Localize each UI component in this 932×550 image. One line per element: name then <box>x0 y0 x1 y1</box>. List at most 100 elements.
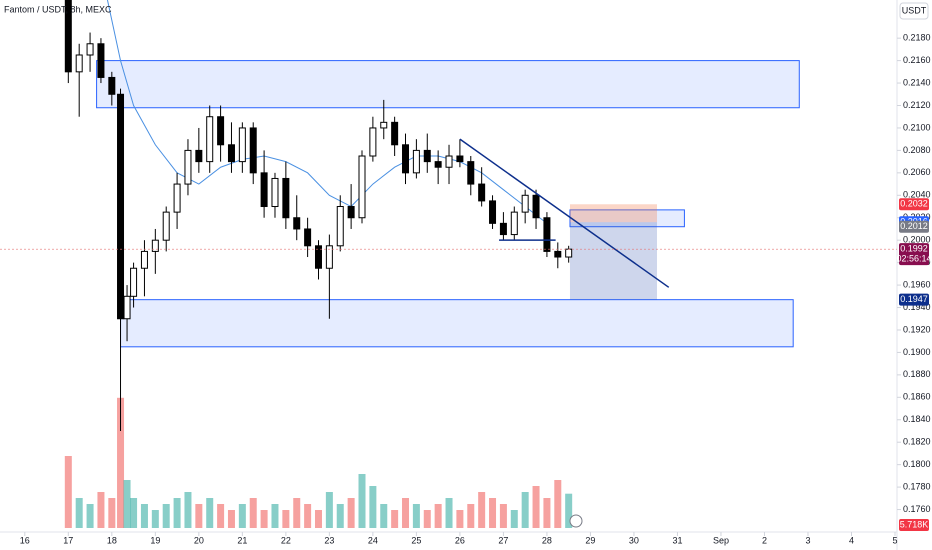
volume-bar <box>314 510 322 528</box>
candle-body <box>456 155 464 163</box>
trend-line <box>459 138 670 288</box>
x-tick-label: 18 <box>107 535 117 545</box>
volume-bar <box>304 504 312 528</box>
candle-body <box>423 149 431 163</box>
price-badge <box>899 198 929 211</box>
x-tick-label: 28 <box>542 535 552 545</box>
candle-body <box>249 127 257 174</box>
countdown: 02:56:14 <box>896 254 931 264</box>
volume-bar <box>347 498 355 528</box>
x-tick-label: 19 <box>150 535 160 545</box>
candle-body <box>369 127 377 157</box>
volume-bar <box>184 492 192 528</box>
price-badge-label: 0.2032 <box>900 199 928 209</box>
volume-bar <box>162 504 170 528</box>
candle-body <box>282 177 290 219</box>
zone <box>96 60 800 109</box>
x-tick-label: 29 <box>585 535 595 545</box>
candle-body <box>86 43 94 56</box>
x-tick-label: 30 <box>629 535 639 545</box>
volume-bar <box>489 498 497 528</box>
volume-bar <box>456 510 464 528</box>
volume-bar <box>227 510 235 528</box>
candle-body <box>162 211 170 241</box>
candle-body <box>184 149 192 185</box>
volume-bar <box>151 510 159 528</box>
alert-icon[interactable] <box>569 514 583 528</box>
y-tick-label: 0.1900 <box>903 347 931 357</box>
candle-body <box>554 250 562 258</box>
plot-area <box>0 0 897 528</box>
candle-body <box>97 43 105 78</box>
candle-body <box>380 121 388 129</box>
y-tick-label: 0.2140 <box>903 77 931 87</box>
candle-body <box>238 127 246 163</box>
candle-body <box>467 161 475 185</box>
y-tick-label: 0.1960 <box>903 279 931 289</box>
volume-bar <box>130 498 138 528</box>
volume-bar <box>173 498 181 528</box>
volume-bar <box>532 486 540 528</box>
volume-bar <box>543 498 551 528</box>
volume-bar <box>195 504 203 528</box>
candle-body <box>336 206 344 247</box>
y-tick-label: 0.1780 <box>903 481 931 491</box>
y-tick-label: 0.2060 <box>903 167 931 177</box>
volume-bar <box>358 474 366 528</box>
volume-bar <box>402 498 410 528</box>
volume-bar <box>140 504 148 528</box>
volume-bar <box>565 493 573 528</box>
price-badge-label: 0.1992 <box>900 244 928 254</box>
volume-bar <box>75 498 83 528</box>
stop-zone <box>569 204 658 223</box>
price-badge-label: 0.2012 <box>900 221 928 231</box>
volume-bar <box>521 492 529 528</box>
y-tick-label: 0.1920 <box>903 324 931 334</box>
y-tick-label: 0.2040 <box>903 190 931 200</box>
volume-bar <box>380 504 388 528</box>
volume-bar <box>206 498 214 528</box>
y-tick-label: 0.1940 <box>903 302 931 312</box>
zone <box>120 299 794 348</box>
x-tick-label: 27 <box>498 535 508 545</box>
volume-bar <box>369 486 377 528</box>
target-zone <box>569 222 658 300</box>
volume-bar <box>238 504 246 528</box>
candle-body <box>445 155 453 168</box>
y-tick-label: 0.1800 <box>903 459 931 469</box>
x-tick-label: 2 <box>762 535 767 545</box>
volume-bar <box>108 498 116 528</box>
volume-bar <box>325 492 333 528</box>
candle-body <box>489 200 497 224</box>
y-tick-label: 0.1840 <box>903 414 931 424</box>
volume-bar <box>117 397 125 528</box>
candle-body <box>271 177 279 208</box>
candle-body <box>75 54 83 73</box>
currency-box[interactable] <box>899 2 929 20</box>
candle-body <box>227 144 235 163</box>
candle-body <box>412 149 420 174</box>
volume-bar <box>86 504 94 528</box>
x-tick-label: 5 <box>892 535 897 545</box>
volume-bar <box>510 510 518 528</box>
candle-body <box>260 172 268 208</box>
candle-body <box>510 211 518 236</box>
volume-bar <box>249 498 257 528</box>
candle-body <box>123 295 131 320</box>
volume-bar <box>282 510 290 528</box>
volume-bar <box>412 504 420 528</box>
x-tick-label: 4 <box>849 535 854 545</box>
price-badge <box>899 220 929 233</box>
x-tick-label: 3 <box>805 535 810 545</box>
candle-body <box>521 194 529 213</box>
x-tick-label: 17 <box>63 535 73 545</box>
x-tick-label: 20 <box>194 535 204 545</box>
x-tick-label: 24 <box>368 535 378 545</box>
zone <box>569 209 685 228</box>
candle-body <box>304 228 312 247</box>
volume-bar <box>554 480 562 528</box>
price-badge <box>899 243 929 266</box>
candle-body <box>434 161 442 168</box>
